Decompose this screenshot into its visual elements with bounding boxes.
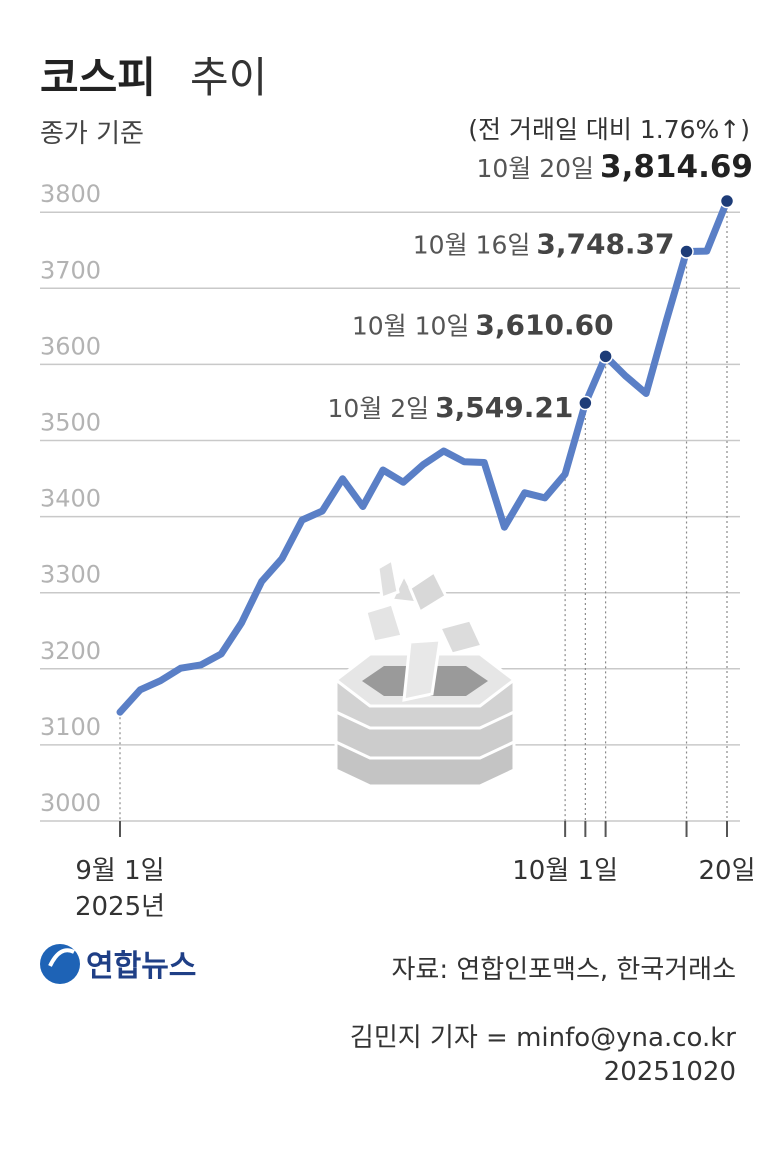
marker (578, 395, 593, 411)
marker (598, 349, 613, 364)
y-tick-label: 3000 (40, 789, 101, 817)
y-tick-label: 3300 (40, 561, 101, 589)
paper-piece (437, 618, 485, 656)
data-label-value: 3,814.69 (600, 149, 753, 185)
y-tick-label: 3200 (40, 637, 101, 665)
chart-title-suffix: 추이 (190, 53, 267, 102)
logo: 연합뉴스 (40, 944, 196, 984)
y-tick-label: 3500 (40, 409, 101, 437)
y-tick-label: 3800 (40, 180, 101, 208)
y-tick-label: 3100 (40, 713, 101, 741)
x-tick-label: 10월 1일 (512, 856, 618, 886)
x-tick-label: 9월 1일 (75, 856, 164, 886)
paper-piece (402, 638, 442, 702)
marker (719, 193, 735, 209)
box-illustration (333, 557, 517, 788)
change-note: (전 거래일 대비 1.76%↑) (468, 115, 750, 144)
chart-subtitle: 종가 기준 (40, 119, 144, 149)
data-label: 10월 20일 3,814.69 (476, 149, 753, 185)
logo-mark-stroke (48, 948, 75, 967)
credit: 김민지 기자 = minfo@yna.co.kr (350, 1023, 736, 1053)
chart-title: 코스피 (40, 53, 156, 102)
y-tick-label: 3600 (40, 332, 101, 360)
data-label: 10월 2일 3,549.21 (328, 391, 574, 424)
data-label: 10월 16일 3,748.37 (413, 227, 675, 260)
logo-mark (40, 944, 80, 984)
marker (679, 244, 694, 259)
data-label-date: 10월 10일 (352, 311, 470, 340)
data-label-date: 10월 20일 (476, 154, 594, 183)
data-label-value: 3,610.60 (475, 308, 613, 341)
kospi-line (116, 197, 731, 716)
y-tick-label: 3400 (40, 485, 101, 513)
source: 자료: 연합인포맥스, 한국거래소 (391, 955, 736, 985)
paper-piece (376, 557, 400, 601)
y-tick-label: 3700 (40, 256, 101, 284)
data-label: 10월 10일 3,610.60 (352, 308, 614, 341)
x-year-label: 2025년 (75, 892, 165, 922)
x-tick-label: 20일 (698, 856, 755, 886)
grid-layer: 3000 3100 3200 3300 3400 3500 3600 3700 3800 9월 1… (40, 180, 756, 922)
data-label-date: 10월 16일 (413, 230, 531, 259)
paper-piece (364, 602, 404, 644)
data-label-value: 3,748.37 (536, 227, 674, 260)
plot-layer: 10월 2일 3,549.21 10월 10일 3,610.60 10월 16일 3,74… (116, 149, 753, 716)
logo-text: 연합뉴스 (86, 949, 196, 984)
data-label-date: 10월 2일 (328, 394, 430, 423)
issue-date: 20251020 (604, 1057, 736, 1087)
paper-piece (408, 569, 448, 615)
data-label-value: 3,549.21 (435, 391, 573, 424)
